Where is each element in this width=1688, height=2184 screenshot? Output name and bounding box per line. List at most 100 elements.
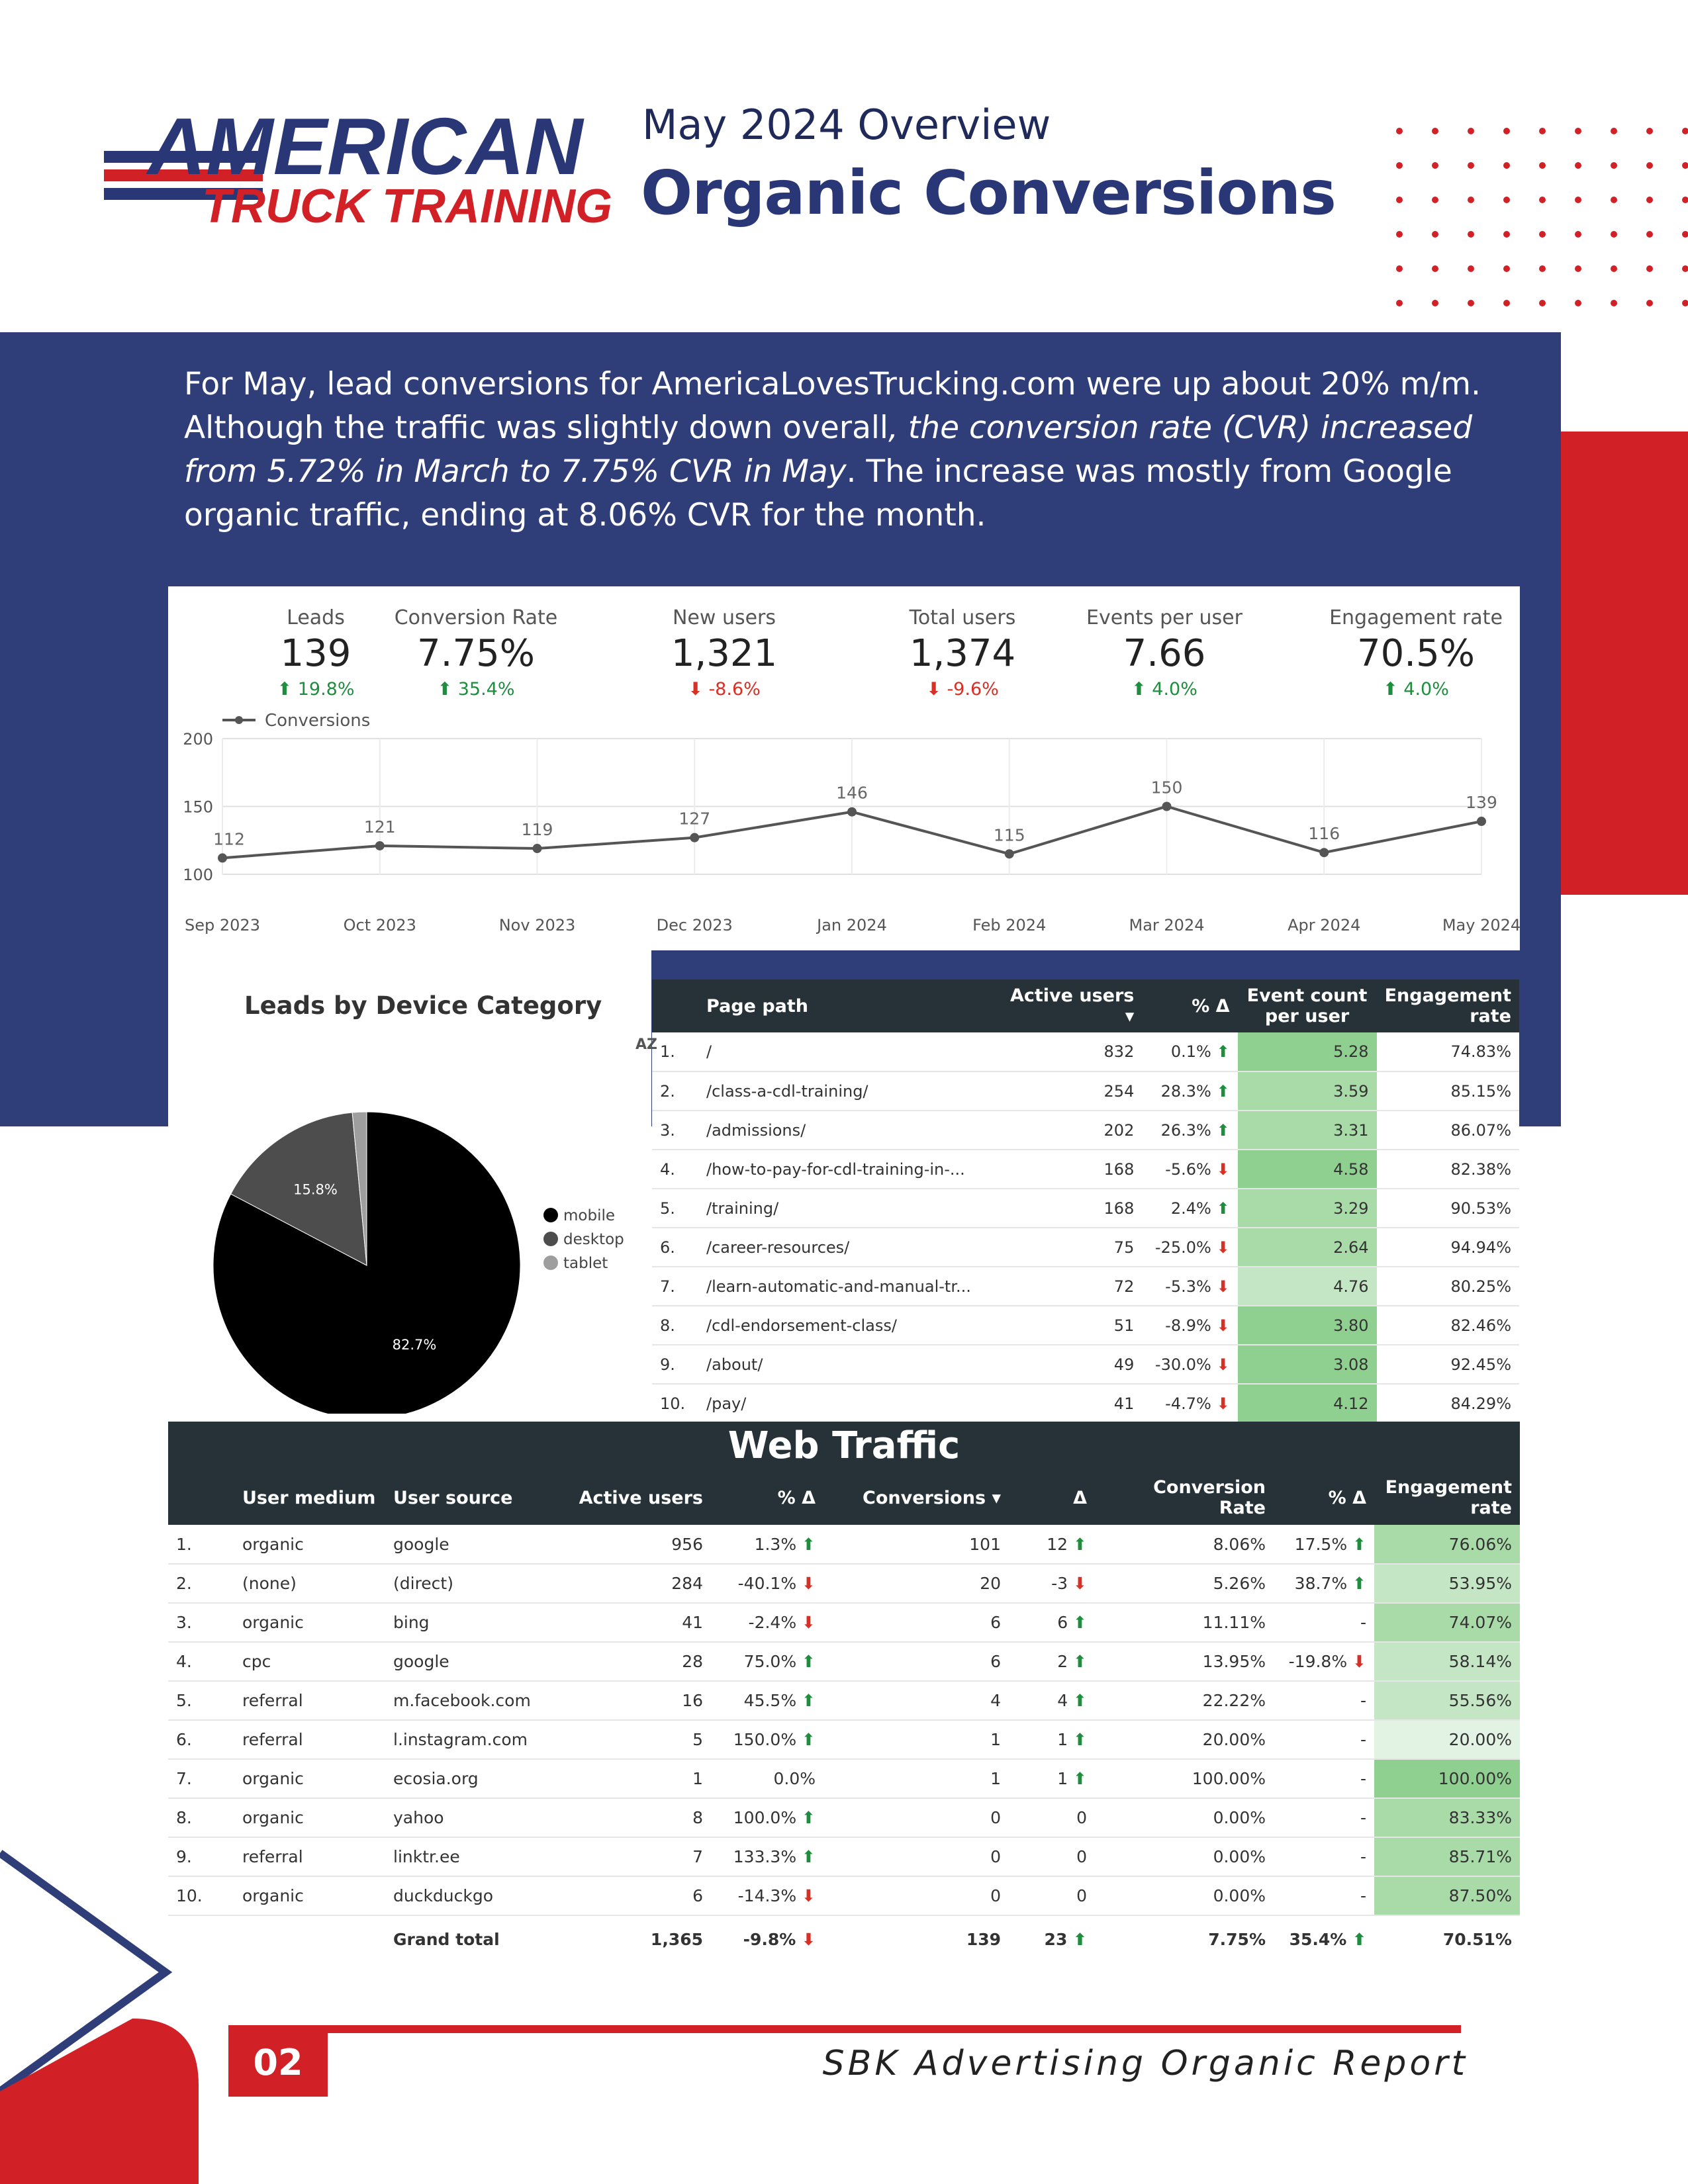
pct-change-header[interactable]: % Δ (711, 1471, 823, 1525)
table-row[interactable]: 3./admissions/202 26.3% ⬆ 3.31 86.07% (652, 1111, 1519, 1150)
decor-dot (1396, 265, 1403, 272)
rank-cell: 1. (652, 1032, 698, 1072)
table-row[interactable]: 5./training/168 2.4% ⬆ 3.29 90.53% (652, 1189, 1519, 1228)
rank-cell: 7. (652, 1267, 698, 1306)
pct-change-cell: -2.4% ⬇ (711, 1603, 823, 1643)
table-row[interactable]: 7. organic ecosia.org 1 0.0% 1 1 ⬆ 100.00% -100.… (168, 1759, 1520, 1799)
table-row[interactable]: 2. (none) (direct) 284 -40.1% ⬇ 20 -3 ⬇ 5.26% 38… (168, 1564, 1520, 1604)
arrow-down-icon: ⬇ (1211, 1394, 1230, 1413)
user-source-header[interactable]: User source (385, 1471, 564, 1525)
table-row[interactable]: 9. referral linktr.ee 7 133.3% ⬆ 0 0 0.00% -85.7… (168, 1837, 1520, 1877)
user-medium-cell: (none) (234, 1564, 385, 1604)
data-point[interactable] (1004, 849, 1014, 859)
engagement-rate-cell: 58.14% (1374, 1642, 1520, 1682)
data-point[interactable] (847, 807, 857, 817)
data-label: 115 (994, 825, 1025, 844)
conversions-header-label: Conversions (863, 1487, 986, 1508)
total-cvr-pct-change: 35.4% ⬆ (1274, 1915, 1374, 1963)
page-path-cell[interactable]: /class-a-cdl-training/ (698, 1071, 995, 1111)
page-path-cell[interactable]: /cdl-endorsement-class/ (698, 1306, 995, 1345)
decor-dot (1503, 231, 1510, 238)
table-row[interactable]: 8./cdl-endorsement-class/51 -8.9% ⬇ 3.80 82… (652, 1306, 1519, 1345)
delta-cell: 6 ⬆ (1009, 1603, 1095, 1643)
cvr-pct-change-cell: 17.5% ⬆ (1274, 1525, 1374, 1565)
page-path-cell[interactable]: /training/ (698, 1189, 995, 1228)
page-path-cell[interactable]: / (698, 1032, 995, 1072)
table-row[interactable]: 6./career-resources/75 -25.0% ⬇ 2.64 94.94% (652, 1228, 1519, 1267)
table-row[interactable]: 5. referral m.facebook.com 16 45.5% ⬆ 4 4 ⬆ 22.… (168, 1681, 1520, 1721)
pct-change-header[interactable]: % Δ (1142, 979, 1238, 1032)
pct-change-value: -30.0% (1154, 1355, 1211, 1374)
table-row[interactable]: 2./class-a-cdl-training/254 28.3% ⬆ 3.59 85… (652, 1071, 1519, 1111)
page-path-header[interactable]: Page path (698, 979, 995, 1032)
rank-cell: 10. (652, 1384, 698, 1424)
table-row[interactable]: 10. organic duckduckgo 6 -14.3% ⬇ 0 0 0.00% -87.… (168, 1876, 1520, 1916)
page-path-cell[interactable]: /career-resources/ (698, 1228, 995, 1267)
cvr-pct-change-value: - (1360, 1730, 1366, 1749)
active-users-cell: 254 (994, 1071, 1143, 1111)
data-point[interactable] (218, 853, 227, 863)
active-users-cell: 1 (564, 1759, 711, 1799)
page-path-cell[interactable]: /about/ (698, 1345, 995, 1385)
pie-slice-tablet[interactable] (352, 1111, 367, 1266)
event-count-cell: 4.12 (1237, 1384, 1377, 1424)
cvr-pct-change-value: - (1360, 1886, 1366, 1905)
arrow-down-icon: ⬇ (796, 1574, 816, 1593)
data-point[interactable] (1162, 801, 1172, 811)
engagement-rate-header[interactable]: Engagement rate (1374, 1471, 1520, 1525)
data-point[interactable] (1319, 848, 1329, 858)
active-users-cell: 41 (564, 1603, 711, 1643)
active-users-cell: 51 (994, 1306, 1143, 1345)
data-point[interactable] (375, 841, 385, 850)
table-row[interactable]: 10./pay/41 -4.7% ⬇ 4.12 84.29% (652, 1384, 1519, 1424)
page-path-cell[interactable]: /admissions/ (698, 1111, 995, 1150)
table-row[interactable]: 1./832 0.1% ⬆ 5.28 74.83% (652, 1032, 1519, 1072)
user-source-cell: (direct) (385, 1564, 564, 1604)
page-path-cell[interactable]: /learn-automatic-and-manual-tr... (698, 1267, 995, 1306)
engagement-rate-cell: 55.56% (1374, 1681, 1520, 1721)
footer-divider (228, 2025, 1461, 2033)
cvr-pct-change-cell: - (1274, 1837, 1374, 1877)
engagement-rate-cell: 53.95% (1374, 1564, 1520, 1604)
conversion-rate-header[interactable]: Conversion Rate (1095, 1471, 1274, 1525)
delta-header[interactable]: Δ (1009, 1471, 1095, 1525)
decor-dot (1611, 162, 1617, 169)
pct-change-cell: -4.7% ⬇ (1142, 1384, 1238, 1424)
table-row[interactable]: 9./about/49 -30.0% ⬇ 3.08 92.45% (652, 1345, 1519, 1385)
table-row[interactable]: 6. referral l.instagram.com 5 150.0% ⬆ 1 1 ⬆ 20… (168, 1720, 1520, 1760)
sort-az-icon[interactable]: AZ (635, 1036, 657, 1053)
active-users-header[interactable]: Active users ▾ (994, 979, 1143, 1032)
kpi-label: Leads (287, 606, 345, 629)
data-label: 127 (679, 809, 710, 829)
data-point[interactable] (1477, 817, 1486, 827)
pct-change-cell: 1.3% ⬆ (711, 1525, 823, 1565)
page-path-cell[interactable]: /pay/ (698, 1384, 995, 1424)
active-users-header[interactable]: Active users (564, 1471, 711, 1525)
cvr-pct-change-header[interactable]: % Δ (1274, 1471, 1374, 1525)
table-row[interactable]: 3. organic bing 41 -2.4% ⬇ 6 6 ⬆ 11.11% -74.07% (168, 1603, 1520, 1643)
engagement-rate-header[interactable]: Engagement rate (1376, 979, 1519, 1032)
data-point[interactable] (532, 844, 542, 854)
pct-change-value: 0.1% (1170, 1042, 1211, 1061)
page-path-cell[interactable]: /how-to-pay-for-cdl-training-in-... (698, 1150, 995, 1189)
table-row[interactable]: 7./learn-automatic-and-manual-tr... 72 -5.… (652, 1267, 1519, 1306)
cvr-pct-change-cell: -19.8% ⬇ (1274, 1642, 1374, 1682)
conversion-rate-cell: 11.11% (1095, 1603, 1274, 1643)
cvr-pct-change-value: 38.7% (1294, 1574, 1348, 1593)
event-count-header[interactable]: Event count per user (1237, 979, 1377, 1032)
table-row[interactable]: 8. organic yahoo 8 100.0% ⬆ 0 0 0.00% -83.33% (168, 1798, 1520, 1838)
data-point[interactable] (690, 833, 700, 842)
user-medium-header[interactable]: User medium (234, 1471, 385, 1525)
rank-header (168, 1471, 234, 1525)
pie-slice-desktop[interactable] (230, 1112, 367, 1266)
pie-slice-mobile[interactable] (212, 1111, 521, 1414)
pct-change-cell: -5.3% ⬇ (1142, 1267, 1238, 1306)
conversions-header[interactable]: Conversions ▾ (823, 1471, 1009, 1525)
table-row[interactable]: 4. cpc google 28 75.0% ⬆ 6 2 ⬆ 13.95% -19.8% ⬇ 58… (168, 1642, 1520, 1682)
pct-change-value: -5.6% (1165, 1160, 1211, 1179)
kpi-delta: ⬇ -9.6% (857, 679, 1068, 700)
table-row[interactable]: 4./how-to-pay-for-cdl-training-in-... 168… (652, 1150, 1519, 1189)
kpi-label: Engagement rate (1329, 606, 1503, 629)
y-tick-label: 200 (183, 730, 213, 749)
table-row[interactable]: 1. organic google 956 1.3% ⬆ 101 12 ⬆ 8.06% 17.5… (168, 1525, 1520, 1565)
